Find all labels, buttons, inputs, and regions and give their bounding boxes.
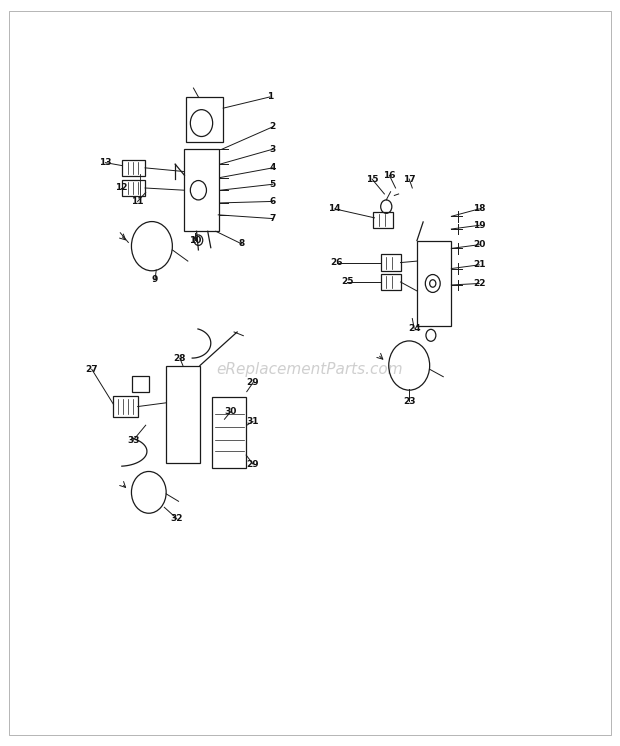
Text: 8: 8 [239,239,245,248]
Text: 15: 15 [366,175,378,184]
Text: 29: 29 [247,378,259,387]
Text: 25: 25 [341,278,353,286]
Text: 12: 12 [115,184,127,192]
Text: 11: 11 [131,197,144,206]
Bar [185,149,218,231]
Text: 6: 6 [270,197,276,206]
Text: 14: 14 [329,204,341,213]
Text: 10: 10 [189,236,202,245]
Bar [417,240,451,327]
Text: 7: 7 [270,214,276,223]
Text: 16: 16 [383,171,396,180]
Text: 23: 23 [403,397,415,406]
Text: 9: 9 [152,275,158,284]
Text: 17: 17 [403,175,415,184]
Text: 5: 5 [270,180,276,189]
Bar [373,212,393,228]
Bar [122,160,145,176]
Text: 26: 26 [330,258,343,267]
Text: 4: 4 [270,163,276,172]
Text: 28: 28 [174,354,186,363]
Text: 24: 24 [408,324,420,333]
Bar [132,376,149,392]
Text: 18: 18 [473,204,485,213]
Text: eReplacementParts.com: eReplacementParts.com [216,362,404,377]
Text: 32: 32 [170,514,183,523]
Bar [122,180,145,196]
Text: 31: 31 [247,417,259,426]
Bar [166,366,200,463]
Bar [381,274,401,290]
Text: 3: 3 [270,145,276,154]
Text: 2: 2 [270,122,276,131]
Text: 20: 20 [473,240,485,249]
Text: 22: 22 [473,279,485,288]
Text: 27: 27 [86,365,98,374]
Text: 21: 21 [473,260,485,269]
Text: 13: 13 [99,158,112,167]
Bar [113,396,138,417]
Bar [186,97,223,142]
Text: 33: 33 [127,436,140,445]
Bar [381,254,401,271]
Text: 1: 1 [267,93,273,101]
Text: 29: 29 [247,460,259,468]
Bar [212,397,246,468]
Text: 30: 30 [224,407,237,416]
Text: 19: 19 [473,221,485,230]
